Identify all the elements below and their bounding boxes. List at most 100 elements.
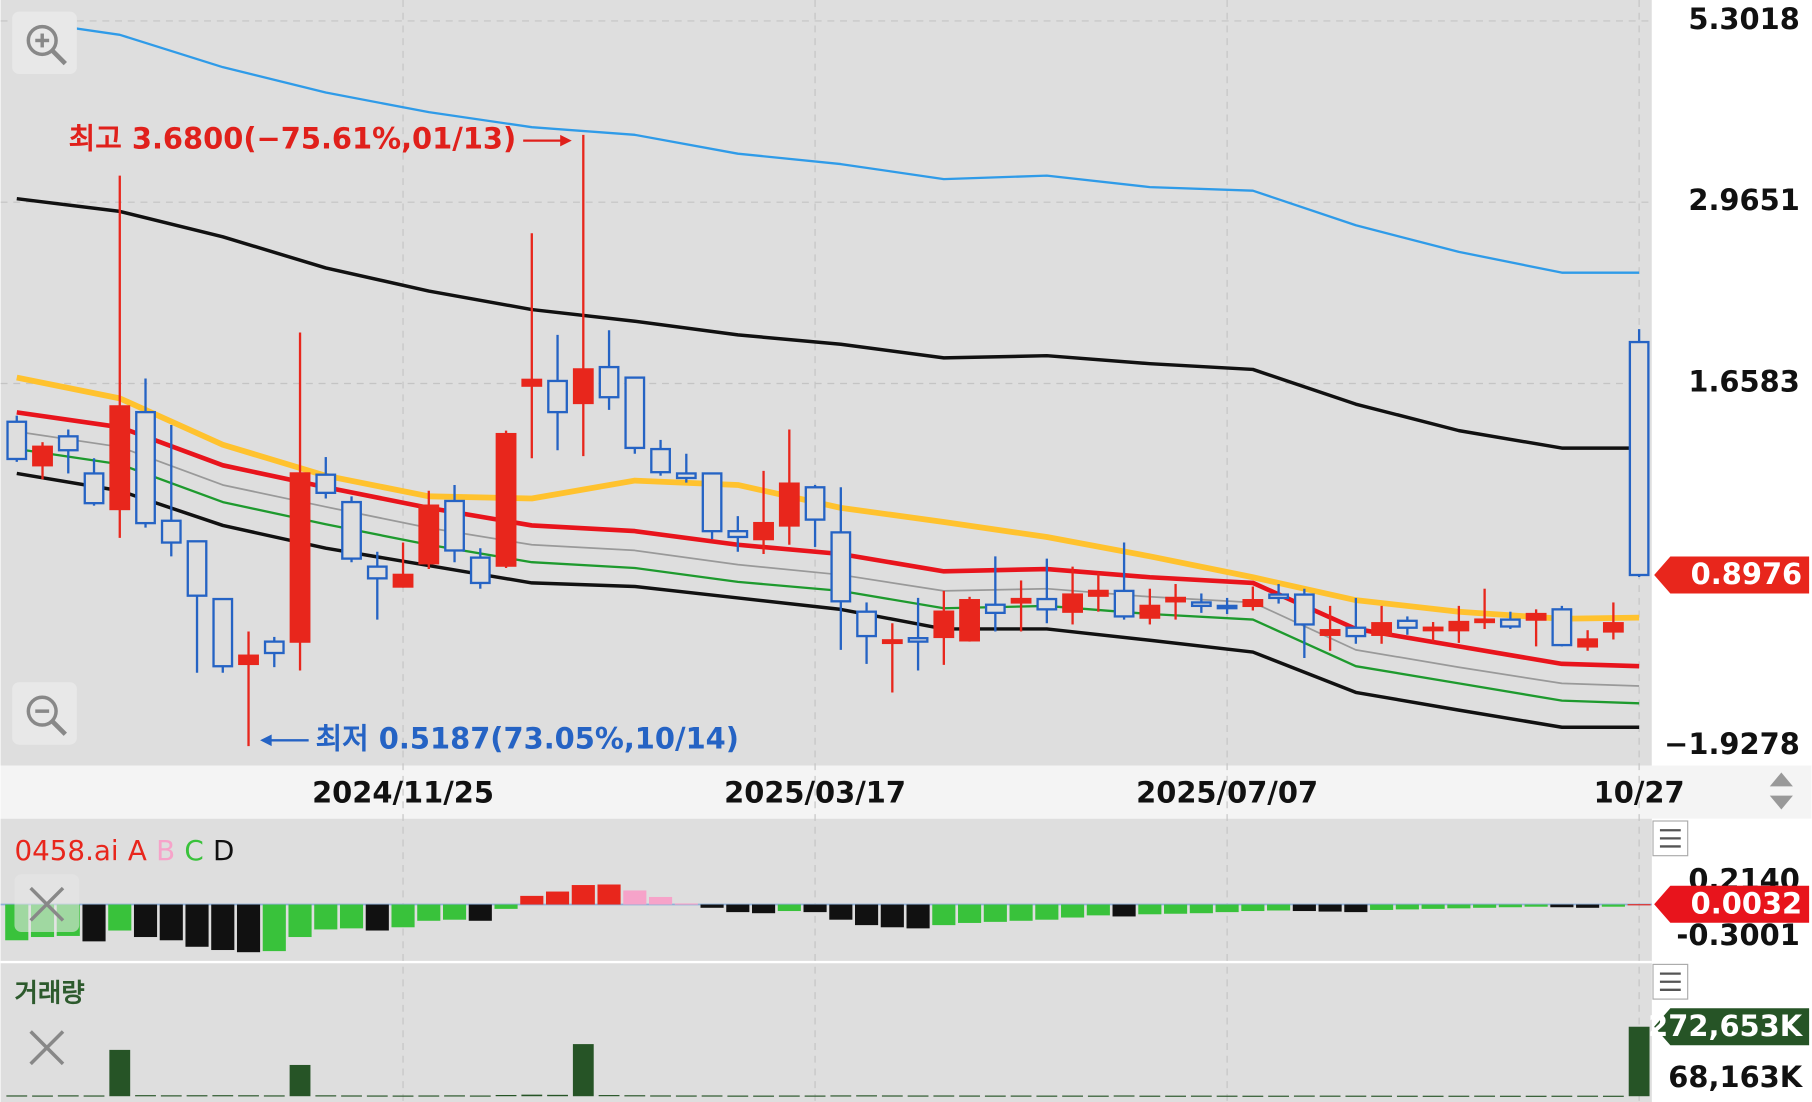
volume-bar <box>753 1095 774 1097</box>
candle-body <box>212 597 234 668</box>
candle-body <box>778 482 800 527</box>
indicator-bar <box>1215 904 1239 913</box>
candle-body <box>1216 604 1238 610</box>
candle-body <box>1190 601 1212 608</box>
main-panel <box>0 0 1652 766</box>
indicator-bar <box>1550 904 1574 908</box>
candle-body <box>727 530 749 539</box>
candle-body <box>984 603 1006 615</box>
candle-body <box>907 637 929 643</box>
volume-bar <box>341 1095 362 1097</box>
indicator-bar <box>983 904 1007 922</box>
candle-body <box>547 379 568 414</box>
y-tick-label: 2.9651 <box>1688 183 1800 217</box>
volume-menu[interactable] <box>1652 963 1689 1000</box>
close-indicator[interactable] <box>14 874 80 933</box>
annotation: 최고 3.6800(−75.61%,01/13) <box>69 122 517 156</box>
volume-bar <box>1216 1095 1238 1097</box>
candle-body <box>289 472 311 643</box>
candle-body <box>830 531 852 603</box>
indicator-bar <box>1576 904 1600 908</box>
candle-body <box>959 599 980 642</box>
volume-bar <box>1602 1095 1624 1097</box>
indicator-bar <box>958 904 982 923</box>
legend-entry: C <box>184 834 203 867</box>
candle-body <box>1551 608 1573 647</box>
volume-bar <box>1396 1095 1418 1097</box>
y-tick-label: −1.9278 <box>1664 727 1800 761</box>
volume-bar <box>856 1095 877 1097</box>
indicator-bar <box>494 904 518 909</box>
candle-body <box>881 639 903 645</box>
indicator-bar <box>82 904 106 942</box>
indicator-menu[interactable] <box>1652 820 1689 857</box>
volume-bar <box>547 1094 568 1097</box>
legend-entry: A <box>128 834 147 867</box>
volume-bar <box>521 1094 543 1097</box>
candle-body <box>263 640 285 655</box>
volume-bar <box>1371 1095 1393 1097</box>
volume-bar <box>907 1095 929 1097</box>
last-price-tag: 0.8976 <box>1691 557 1803 591</box>
annotation-arrowhead <box>260 734 272 747</box>
indicator-bar <box>1138 904 1162 915</box>
volume-bar <box>701 1095 723 1097</box>
volume-bar <box>1010 1095 1032 1097</box>
candle-body <box>933 610 955 639</box>
candle-body <box>1319 629 1341 636</box>
volume-bar <box>32 1095 53 1097</box>
indicator-bar <box>906 904 930 929</box>
indicator-bar <box>1370 904 1394 910</box>
volume-bar <box>366 1095 388 1097</box>
candle-body <box>804 486 826 521</box>
indicator-value-tag: 0.0032 <box>1691 886 1803 920</box>
indicator-bar <box>236 904 261 953</box>
candle-body <box>1396 619 1418 629</box>
candle-body <box>1165 596 1187 603</box>
indicator-bar <box>1061 904 1085 918</box>
volume-bar <box>727 1095 749 1097</box>
indicator-bar <box>1627 904 1651 906</box>
indicator-bar <box>777 904 801 912</box>
close-volume[interactable] <box>29 1030 65 1066</box>
scale-toggle[interactable] <box>1769 772 1793 810</box>
volume-panel <box>0 962 1652 1102</box>
indicator-bar <box>1241 904 1265 912</box>
volume-bar <box>57 1095 79 1097</box>
volume-bar <box>1293 1095 1315 1097</box>
volume-bar <box>1499 1095 1521 1097</box>
candle-body <box>1242 599 1264 608</box>
candle-body <box>1268 593 1290 600</box>
indicator-bar <box>185 904 209 947</box>
indicator-bar <box>700 904 724 908</box>
indicator-bar <box>1498 904 1522 908</box>
candle-body <box>392 573 414 588</box>
indicator-bar <box>1292 904 1316 912</box>
candle-body <box>186 540 208 597</box>
zoom-out[interactable] <box>12 682 77 745</box>
volume-bar <box>315 1095 337 1097</box>
volume-bar <box>418 1095 440 1097</box>
x-tick-label: 2025/03/17 <box>724 775 906 809</box>
indicator-bar <box>674 903 698 905</box>
volume-bar <box>392 1095 414 1097</box>
volume-bar <box>289 1064 311 1097</box>
volume-bar <box>160 1095 182 1097</box>
indicator-bar <box>1395 904 1419 910</box>
indicator-bar <box>391 904 415 928</box>
volume-bar <box>830 1095 852 1097</box>
zoom-in[interactable] <box>12 11 77 75</box>
overlay-line <box>16 18 1640 274</box>
indicator-bar <box>520 895 544 905</box>
indicator-bar <box>365 904 389 931</box>
indicator-bar <box>932 904 956 926</box>
candle-body <box>675 472 697 480</box>
indicator-bar <box>1164 904 1188 914</box>
x-tick-label: 2025/07/07 <box>1136 775 1318 809</box>
volume-bar <box>598 1095 620 1097</box>
volume-value-tag: 272,653K <box>1648 1009 1804 1043</box>
volume-bar <box>263 1095 285 1097</box>
candle-body <box>1371 622 1393 636</box>
volume-bar <box>109 1049 131 1097</box>
